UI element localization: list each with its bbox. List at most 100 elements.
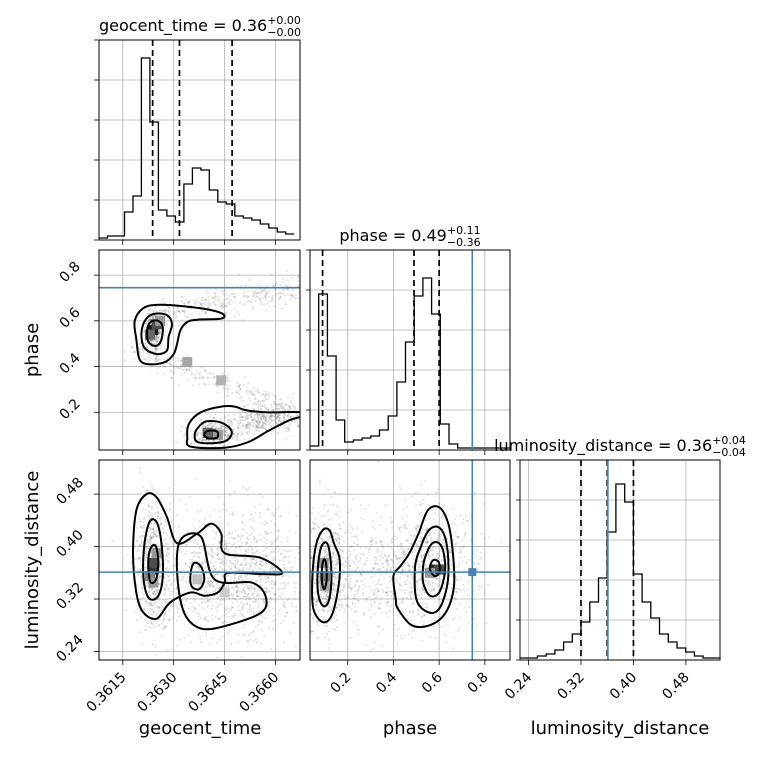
sample-point — [227, 531, 230, 535]
sample-point — [376, 589, 379, 592]
sample-point — [196, 435, 199, 438]
sample-point — [207, 425, 210, 428]
sample-point — [335, 613, 338, 616]
sample-point — [236, 432, 240, 435]
sample-point — [426, 527, 429, 530]
sample-point — [263, 404, 266, 407]
sample-point — [324, 590, 327, 593]
sample-point — [269, 598, 272, 602]
sample-point — [249, 423, 252, 426]
sample-point — [345, 596, 349, 599]
sample-point — [144, 556, 147, 559]
sample-point — [306, 548, 308, 550]
sample-point — [297, 552, 300, 555]
sample-point — [455, 587, 458, 590]
sample-point — [147, 505, 151, 508]
sample-point — [161, 526, 165, 529]
sample-point — [378, 569, 381, 572]
sample-point — [149, 535, 152, 538]
sample-point — [259, 567, 263, 571]
sample-point — [267, 590, 270, 593]
sample-point — [448, 549, 451, 552]
sample-point — [374, 528, 377, 531]
sample-point — [304, 536, 306, 538]
sample-point — [235, 552, 238, 555]
sample-point — [341, 583, 344, 586]
sample-point — [310, 411, 312, 413]
sample-point — [154, 535, 157, 538]
sample-point — [308, 557, 310, 559]
sample-point — [170, 376, 173, 379]
sample-point — [140, 583, 143, 586]
sample-point — [214, 303, 217, 306]
sample-point — [159, 309, 162, 312]
sample-point — [399, 530, 402, 533]
sample-point — [369, 576, 372, 579]
sample-point — [167, 588, 170, 591]
sample-point — [257, 420, 260, 423]
sample-point — [294, 407, 297, 411]
sample-point — [246, 432, 249, 435]
sample-point — [230, 586, 233, 589]
sample-point — [178, 615, 181, 619]
sample-point — [294, 421, 297, 424]
sample-point — [213, 300, 216, 303]
sample-point — [439, 578, 442, 581]
sample-point — [195, 566, 198, 569]
sample-point — [479, 558, 482, 561]
sample-point — [200, 589, 203, 592]
sample-point — [247, 551, 250, 554]
sample-point — [151, 527, 154, 531]
sample-point — [183, 371, 186, 374]
sample-point — [229, 578, 232, 582]
sample-point — [247, 538, 250, 541]
sample-point — [346, 575, 349, 578]
sample-point — [311, 512, 314, 515]
sample-point — [213, 575, 216, 578]
sample-point — [273, 523, 277, 526]
sample-point — [284, 606, 287, 609]
sample-point — [238, 385, 241, 389]
sample-point — [220, 424, 223, 427]
sample-point — [157, 358, 160, 361]
sample-point — [198, 301, 201, 304]
sample-point — [245, 390, 248, 393]
sample-point — [232, 301, 235, 304]
sample-point — [436, 537, 439, 540]
sample-point — [240, 395, 243, 398]
sample-point — [420, 592, 423, 595]
sample-point — [419, 501, 422, 504]
sample-point — [455, 590, 458, 593]
sample-point — [139, 575, 142, 578]
sample-point — [310, 556, 313, 560]
sample-point — [392, 560, 395, 564]
sample-point — [454, 596, 457, 600]
sample-point — [151, 516, 154, 519]
sample-point — [244, 425, 247, 428]
sample-point — [431, 508, 434, 511]
sample-point — [273, 394, 276, 397]
sample-point — [385, 567, 388, 571]
sample-point — [249, 421, 252, 424]
sample-point — [265, 407, 268, 410]
sample-point — [131, 346, 135, 349]
sample-point — [337, 510, 340, 513]
sample-point — [316, 624, 319, 627]
sample-point — [440, 625, 443, 629]
sample-point — [353, 593, 356, 596]
sample-point — [210, 554, 213, 557]
sample-point — [209, 514, 212, 518]
sample-point — [420, 615, 423, 618]
sample-point — [262, 598, 265, 601]
sample-point — [251, 558, 254, 561]
sample-point — [153, 342, 157, 345]
sample-point — [248, 389, 251, 392]
sample-point — [398, 557, 401, 560]
sample-point — [133, 557, 137, 560]
sample-point — [221, 621, 224, 624]
sample-point — [209, 584, 212, 587]
sample-point — [168, 502, 171, 505]
sample-point — [244, 598, 247, 601]
sample-point — [312, 527, 315, 530]
sample-point — [356, 560, 359, 564]
